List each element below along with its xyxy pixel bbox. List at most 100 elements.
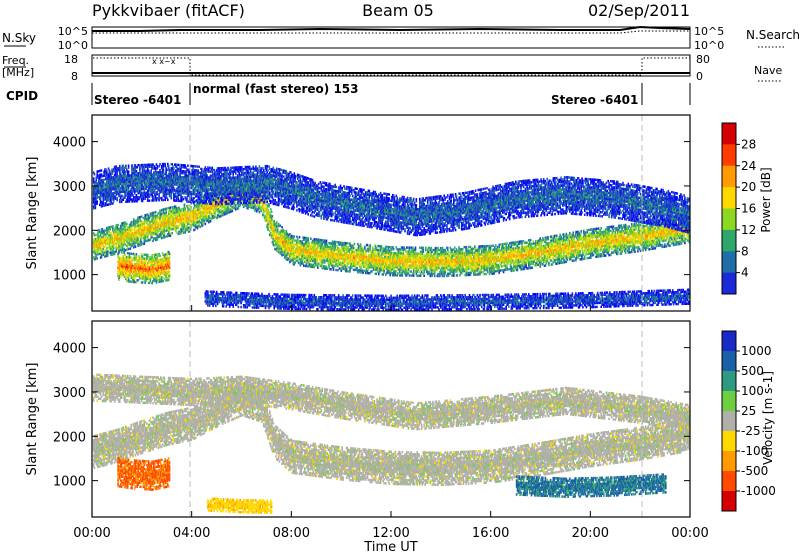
range-gate-cell (183, 218, 185, 220)
range-gate-cell (96, 234, 98, 236)
range-gate-cell (176, 231, 178, 233)
range-gate-cell (259, 211, 261, 213)
range-gate-cell (272, 215, 274, 217)
range-gate-cell (264, 207, 266, 209)
range-gate-cell (97, 231, 99, 233)
cpid-segment-2: normal (fast stereo) 153 (193, 82, 359, 96)
cpid-segment-1: Stereo -6401 (94, 93, 181, 107)
power-panel: 1000200030004000 Slant Range [km] 282420… (25, 115, 773, 311)
range-gate-cell (209, 217, 211, 219)
range-gate-cell (178, 225, 180, 227)
freq-panel: Freq. [MHz] 18 8 80 0 Nave x x~x (2, 53, 782, 83)
range-gate-cell (171, 232, 173, 234)
range-gate-cell (184, 204, 186, 206)
range-gate-cell (130, 243, 132, 245)
range-gate-cell (126, 249, 128, 251)
range-gate-cell (187, 205, 189, 207)
range-gate-cell (132, 229, 134, 231)
range-gate-cell (155, 211, 157, 213)
range-gate-cell (267, 209, 269, 211)
range-gate-cell (130, 223, 132, 225)
range-gate-cell (220, 209, 222, 211)
range-gate-cell (277, 228, 279, 230)
range-gate-cell (112, 225, 114, 227)
range-gate-cell (268, 203, 270, 205)
cpid-segment-3: Stereo -6401 (551, 93, 638, 107)
range-gate-cell (169, 213, 171, 215)
date-title: 02/Sep/2011 (588, 1, 690, 20)
nsearch-bottom-tick: 10^0 (694, 39, 724, 52)
range-gate-cell (261, 208, 263, 210)
range-gate-cell (188, 227, 190, 229)
range-gate-cell (170, 232, 172, 234)
range-gate-cell (164, 236, 166, 238)
range-gate-cell (139, 244, 141, 246)
range-gate-cell (184, 207, 186, 209)
range-gate-cell (157, 212, 159, 214)
nave-bottom-tick: 0 (696, 70, 703, 83)
freq-scatter-marks: x x~x (152, 57, 176, 66)
range-gate-cell (105, 233, 107, 235)
nsky-bottom-tick: 10^0 (58, 39, 88, 52)
range-gate-cell (272, 219, 274, 221)
range-gate-cell (141, 215, 143, 217)
nsearch-label: N.Search (746, 28, 800, 42)
range-gate-cell (138, 240, 140, 242)
range-gate-cell (276, 221, 278, 223)
nsky-panel: N.Sky 10^5 10^0 10^5 10^0 N.Search (2, 25, 800, 52)
range-gate-cell (149, 217, 151, 219)
range-gate-cell (232, 206, 234, 208)
range-gate-cell (174, 212, 176, 214)
range-gate-cell (280, 225, 282, 227)
range-gate-cell (139, 216, 141, 218)
range-gate-cell (263, 214, 265, 216)
range-gate-cell (269, 212, 271, 214)
range-gate-cell (170, 207, 172, 209)
range-gate-cell (101, 254, 103, 256)
range-gate-cell (124, 243, 126, 245)
range-gate-cell (128, 248, 130, 250)
range-gate-cell (194, 205, 196, 207)
range-gate-cell (181, 208, 183, 210)
nsky-label: N.Sky (2, 31, 36, 45)
nsky-top-tick: 10^5 (58, 25, 88, 38)
range-gate-cell (130, 247, 132, 249)
range-gate-cell (191, 206, 193, 208)
range-gate-cell (124, 221, 126, 223)
range-gate-cell (228, 207, 230, 209)
range-gate-cell (183, 232, 185, 234)
range-gate-cell (269, 230, 271, 232)
nsky-line (92, 27, 690, 31)
range-gate-cell (162, 237, 164, 239)
freq-label-2: [MHz] (2, 66, 34, 79)
range-gate-cell (183, 208, 185, 210)
range-gate-cell (197, 227, 199, 229)
range-gate-cell (273, 220, 275, 222)
range-gate-cell (255, 206, 257, 208)
range-gate-cell (286, 230, 288, 232)
range-gate-cell (278, 223, 280, 225)
range-gate-cell (210, 220, 212, 222)
range-gate-cell (171, 228, 173, 230)
range-gate-cell (172, 206, 174, 208)
freq-bottom-tick: 8 (71, 70, 78, 83)
range-gate-cell (96, 254, 98, 256)
range-gate-cell (159, 218, 161, 220)
range-gate-cell (271, 211, 273, 213)
range-gate-cell (126, 223, 128, 225)
range-gate-cell (128, 228, 130, 230)
nave-top-tick: 80 (696, 53, 710, 66)
range-gate-cell (109, 228, 111, 230)
range-gate-cell (141, 241, 143, 243)
range-gate-cell (270, 214, 272, 216)
range-gate-cell (108, 250, 110, 252)
range-gate-cell (150, 239, 152, 241)
range-gate-cell (104, 245, 106, 247)
range-gate-cell (198, 220, 200, 222)
range-gate-cell (205, 223, 207, 225)
range-gate-cell (194, 228, 196, 230)
beam-title: Beam 05 (362, 1, 434, 20)
range-gate-cell (121, 227, 123, 229)
range-gate-cell (178, 231, 180, 233)
nsearch-top-tick: 10^5 (694, 25, 724, 38)
